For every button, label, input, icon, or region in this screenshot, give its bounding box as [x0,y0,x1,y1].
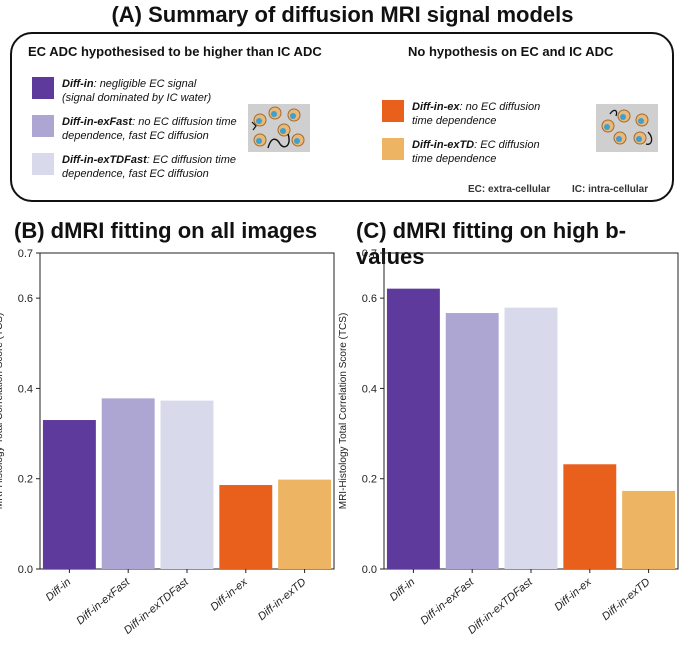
cells-icon [251,106,305,149]
legend-desc-line1: : no EC diffusion [459,101,541,113]
legend-desc-line2: dependence, fast EC diffusion [62,168,209,180]
legend-swatch [382,138,404,160]
y-tick-label: 0.2 [362,474,377,486]
chart-b-title: (B) dMRI fitting on all images [14,218,318,243]
chart-c: 0.0 0.2 0.4 0.6 0.7 MRI-Histology Total Corre… [338,248,679,637]
legend-desc-line1: : EC diffusion time [146,154,237,166]
y-tick-label: 0.6 [362,293,377,305]
bar-diff-in [42,420,96,569]
x-tick-label: Diff-in-exFast [418,576,477,628]
y-tick-label: 0.7 [18,248,33,260]
x-tick-label: Diff-in-ex [552,576,594,614]
legend-desc-line1: : EC diffusion [474,139,540,151]
legend-desc-line1: : no EC diffusion time [132,116,237,128]
legend-item-diff-in-extd: Diff-in-exTD: EC diffusion time dependen… [382,138,540,166]
x-tick-label: Diff-in-exTD [600,576,653,623]
bar-diff-in-extdfast [504,307,558,569]
legend-model-name: Diff-in [62,78,94,90]
x-tick-label: Diff-in-ex [208,576,250,614]
left-heading: EC ADC hypothesised to be higher than IC… [28,44,322,59]
legend-desc-line2: (signal dominated by IC water) [62,92,212,104]
legend-model-name: Diff-in-exTDFast [62,154,147,166]
legend-item-diff-in-ex: Diff-in-ex: no EC diffusion time depende… [382,100,540,128]
legend-item-diff-in-exfast: Diff-in-exFast: no EC diffusion time dep… [32,115,237,143]
y-tick-label: 0.0 [362,564,377,576]
y-tick-label: 0.0 [18,564,33,576]
y-tick-label: 0.7 [362,248,377,260]
legend-swatch [32,115,54,137]
legend-model-name: Diff-in-exTD [412,139,475,151]
chart-c-title: (C) dMRI fitting on high b-values [356,218,627,269]
bar-diff-in-ex [219,485,273,569]
legend-swatch [32,77,54,99]
legend-model-name: Diff-in-ex [412,101,460,113]
x-tick-label: Diff-in-exFast [74,576,133,628]
y-tick-label: 0.4 [362,383,377,395]
y-axis-label: MRI-Histology Total Correlation Score (T… [0,313,5,510]
cells-illustration-right [596,104,658,152]
cells-illustration-left [248,104,310,152]
footnote-ec: EC: extra-cellular [468,184,551,195]
bar-diff-in-exfast [101,398,155,569]
legend-item-diff-in-extdfast: Diff-in-exTDFast: EC diffusion time depe… [32,153,236,181]
legend-swatch [32,153,54,175]
legend-item-diff-in: Diff-in: negligible EC signal (signal do… [32,77,211,105]
x-tick-label: Diff-in [388,576,418,604]
x-tick-label: Diff-in [44,576,74,604]
bar-diff-in-extd [622,490,676,569]
bar-diff-in-extdfast [160,400,214,569]
legend-swatch [382,100,404,122]
legend-model-name: Diff-in-exFast [62,116,133,128]
y-tick-label: 0.4 [18,383,33,395]
legend-desc-line2: time dependence [412,153,497,165]
y-tick-label: 0.6 [18,293,33,305]
y-tick-label: 0.2 [18,474,33,486]
x-tick-label: Diff-in-exTD [256,576,309,623]
x-tick-label: Diff-in-exTDFast [466,575,536,636]
bar-diff-in-exfast [445,313,499,569]
legend-desc-line1: : negligible EC signal [93,78,197,90]
summary-box: EC ADC hypothesised to be higher than IC… [10,32,674,202]
cells-icon [601,109,653,145]
bar-diff-in-extd [278,479,332,569]
legend-desc-line2: time dependence [412,115,497,127]
legend-desc-line2: dependence, fast EC diffusion [62,130,209,142]
footnote-ic: IC: intra-cellular [572,184,649,195]
x-tick-label: Diff-in-exTDFast [122,575,192,636]
y-axis-label: MRI-Histology Total Correlation Score (T… [338,313,349,510]
chart-b: 0.0 0.2 0.4 0.6 0.7 MRI-Histology Total Corre… [0,248,335,637]
bar-diff-in-ex [563,464,617,569]
summary-title: (A) Summary of diffusion MRI signal mode… [111,2,574,27]
right-heading: No hypothesis on EC and IC ADC [408,44,614,59]
bar-diff-in [386,288,440,569]
